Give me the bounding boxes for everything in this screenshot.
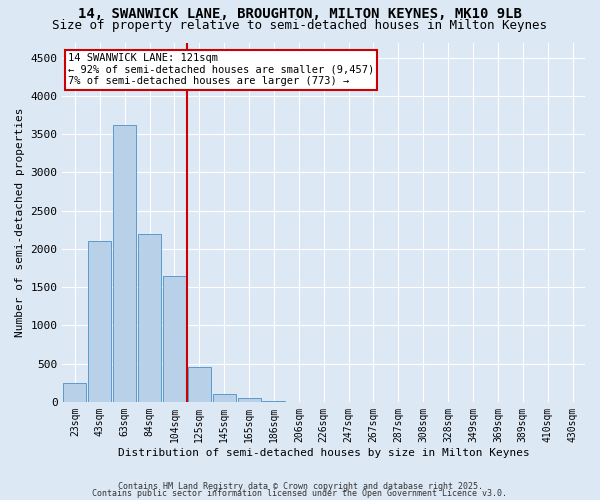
Bar bbox=[163, 276, 186, 402]
Bar bbox=[238, 398, 260, 402]
Bar bbox=[213, 394, 236, 402]
Bar bbox=[138, 234, 161, 402]
Bar bbox=[188, 366, 211, 402]
Y-axis label: Number of semi-detached properties: Number of semi-detached properties bbox=[15, 108, 25, 337]
Text: 14, SWANWICK LANE, BROUGHTON, MILTON KEYNES, MK10 9LB: 14, SWANWICK LANE, BROUGHTON, MILTON KEY… bbox=[78, 8, 522, 22]
Text: Contains HM Land Registry data © Crown copyright and database right 2025.: Contains HM Land Registry data © Crown c… bbox=[118, 482, 482, 491]
X-axis label: Distribution of semi-detached houses by size in Milton Keynes: Distribution of semi-detached houses by … bbox=[118, 448, 530, 458]
Text: Size of property relative to semi-detached houses in Milton Keynes: Size of property relative to semi-detach… bbox=[53, 19, 548, 32]
Bar bbox=[64, 382, 86, 402]
Bar bbox=[113, 125, 136, 402]
Text: 14 SWANWICK LANE: 121sqm
← 92% of semi-detached houses are smaller (9,457)
7% of: 14 SWANWICK LANE: 121sqm ← 92% of semi-d… bbox=[68, 54, 374, 86]
Bar bbox=[88, 242, 111, 402]
Text: Contains public sector information licensed under the Open Government Licence v3: Contains public sector information licen… bbox=[92, 489, 508, 498]
